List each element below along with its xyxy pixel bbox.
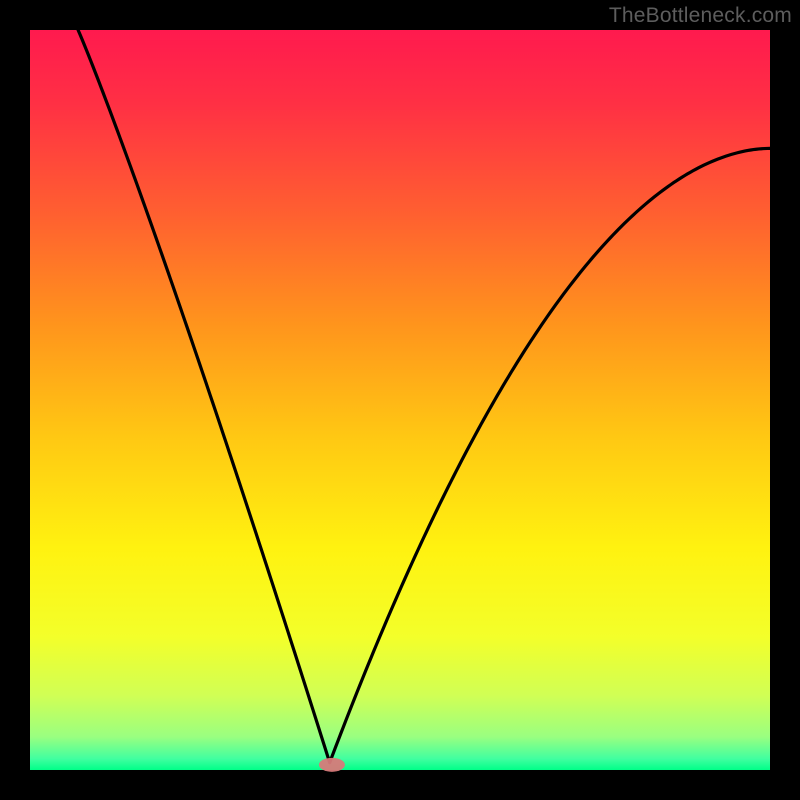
chart-container: TheBottleneck.com (0, 0, 800, 800)
optimal-point-marker (319, 758, 345, 772)
gradient-background (30, 30, 770, 770)
bottleneck-curve-plot (0, 0, 800, 800)
watermark-text: TheBottleneck.com (609, 4, 792, 28)
